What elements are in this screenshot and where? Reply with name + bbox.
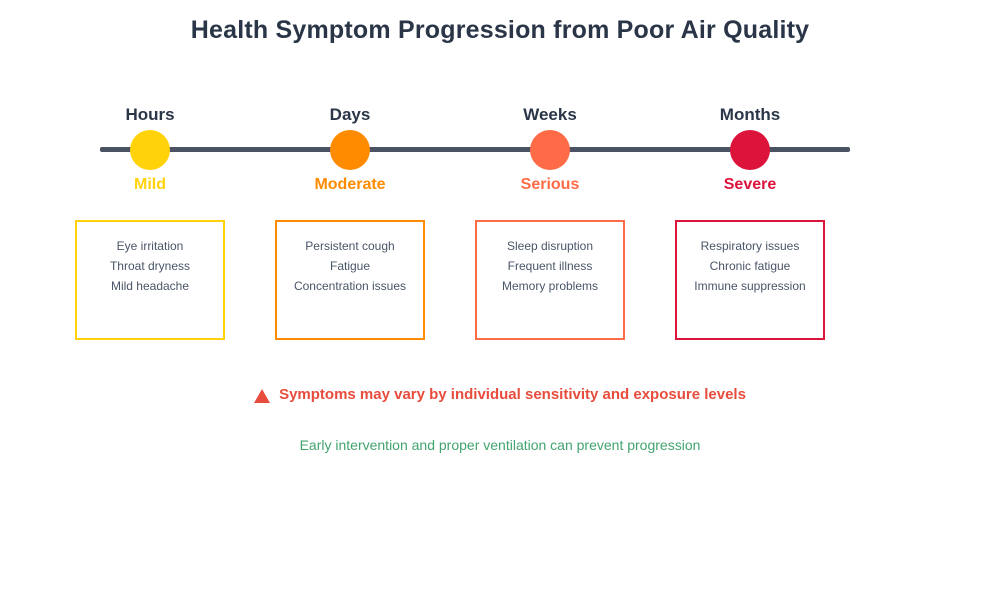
diagram-title: Health Symptom Progression from Poor Air… [190,16,810,44]
symptom-box-days: Persistent cough Fatigue Concentration i… [275,220,425,340]
stage-severity-label: Serious [520,176,580,193]
stage-milestone-dot [730,130,770,170]
symptom-item: Throat dryness [109,259,191,273]
warning-text: Symptoms may vary by individual sensitiv… [279,386,746,403]
symptom-item: Immune suppression [694,279,806,293]
symptom-box-hours: Eye irritation Throat dryness Mild heada… [75,220,225,340]
symptom-item: Fatigue [329,259,371,273]
symptom-item: Memory problems [501,279,599,293]
symptom-item: Persistent cough [305,239,395,253]
symptom-item: Respiratory issues [700,239,800,253]
symptom-item: Concentration issues [293,279,407,293]
timeline-axis [100,147,850,152]
stage-period-label: Weeks [523,105,577,124]
stage-milestone-dot [130,130,170,170]
symptom-item: Sleep disruption [506,239,594,253]
symptom-item: Chronic fatigue [709,259,791,273]
stage-severity-label: Severe [723,176,777,193]
warning-row: Symptoms may vary by individual sensitiv… [0,386,1000,404]
prevention-note: Early intervention and proper ventilatio… [299,437,701,453]
stage-period-label: Hours [125,105,175,124]
stage-period-label: Days [329,105,371,124]
symptom-item: Eye irritation [116,239,184,253]
stage-severity-label: Moderate [314,176,386,193]
stage-milestone-dot [530,130,570,170]
symptom-box-months: Respiratory issues Chronic fatigue Immun… [675,220,825,340]
stage-severity-label: Mild [134,176,166,193]
warning-triangle-icon [254,388,271,403]
stage-milestone-dot [330,130,370,170]
symptom-item: Mild headache [110,279,190,293]
symptom-box-weeks: Sleep disruption Frequent illness Memory… [475,220,625,340]
symptom-item: Frequent illness [507,259,593,273]
stage-period-label: Months [719,105,781,124]
